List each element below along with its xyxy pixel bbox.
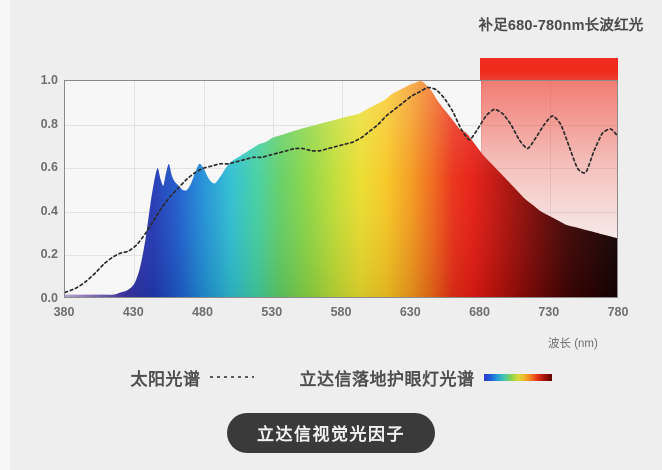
y-tick-label: 0.4: [40, 203, 58, 218]
x-tick-label: 480: [192, 305, 213, 319]
gridline-vertical: [134, 81, 136, 297]
x-tick-label: 380: [53, 305, 75, 319]
plot-area: [64, 80, 618, 298]
x-tick-label: 680: [469, 305, 490, 319]
y-tick-label: 0.8: [40, 116, 58, 131]
red-highlight-band-top: [479, 58, 618, 81]
x-axis-label: 波长 (nm): [548, 338, 598, 350]
brand-badge: 立达信视觉光因子: [227, 413, 435, 453]
chart-legend: 太阳光谱 立达信落地护眼灯光谱: [64, 360, 618, 394]
x-tick-label: 580: [330, 305, 352, 319]
y-tick-label: 0.6: [40, 160, 58, 175]
series-lamp-spectrum: [65, 81, 617, 297]
series-solar-spectrum: [65, 86, 617, 294]
x-tick-label: 430: [122, 305, 144, 319]
y-tick-label: 0.0: [40, 291, 58, 305]
dotted-line-swatch-icon: [209, 376, 254, 378]
y-axis-ticks: 0.0 0.2 0.4 0.6 0.8 1.0: [6, 0, 58, 470]
x-tick-label: 730: [538, 305, 560, 319]
x-tick-label: 630: [399, 305, 421, 319]
page-edge-strip: [0, 0, 10, 470]
annotation-title: 补足680-780nm长波红光: [478, 18, 644, 34]
x-tick-label: 780: [607, 305, 629, 319]
legend-item-lamp: 立达信落地护眼灯光谱: [300, 365, 552, 390]
x-tick-label: 530: [261, 305, 283, 319]
y-tick-label: 1.0: [40, 73, 58, 87]
legend-label-solar: 太阳光谱: [130, 369, 201, 389]
legend-label-lamp: 立达信落地护眼灯光谱: [299, 369, 475, 389]
spectrum-gradient-swatch-icon: [483, 373, 552, 381]
spectrum-plot-svg: [65, 81, 617, 297]
y-tick-label: 0.2: [40, 247, 58, 262]
legend-item-solar: 太阳光谱: [131, 365, 254, 390]
